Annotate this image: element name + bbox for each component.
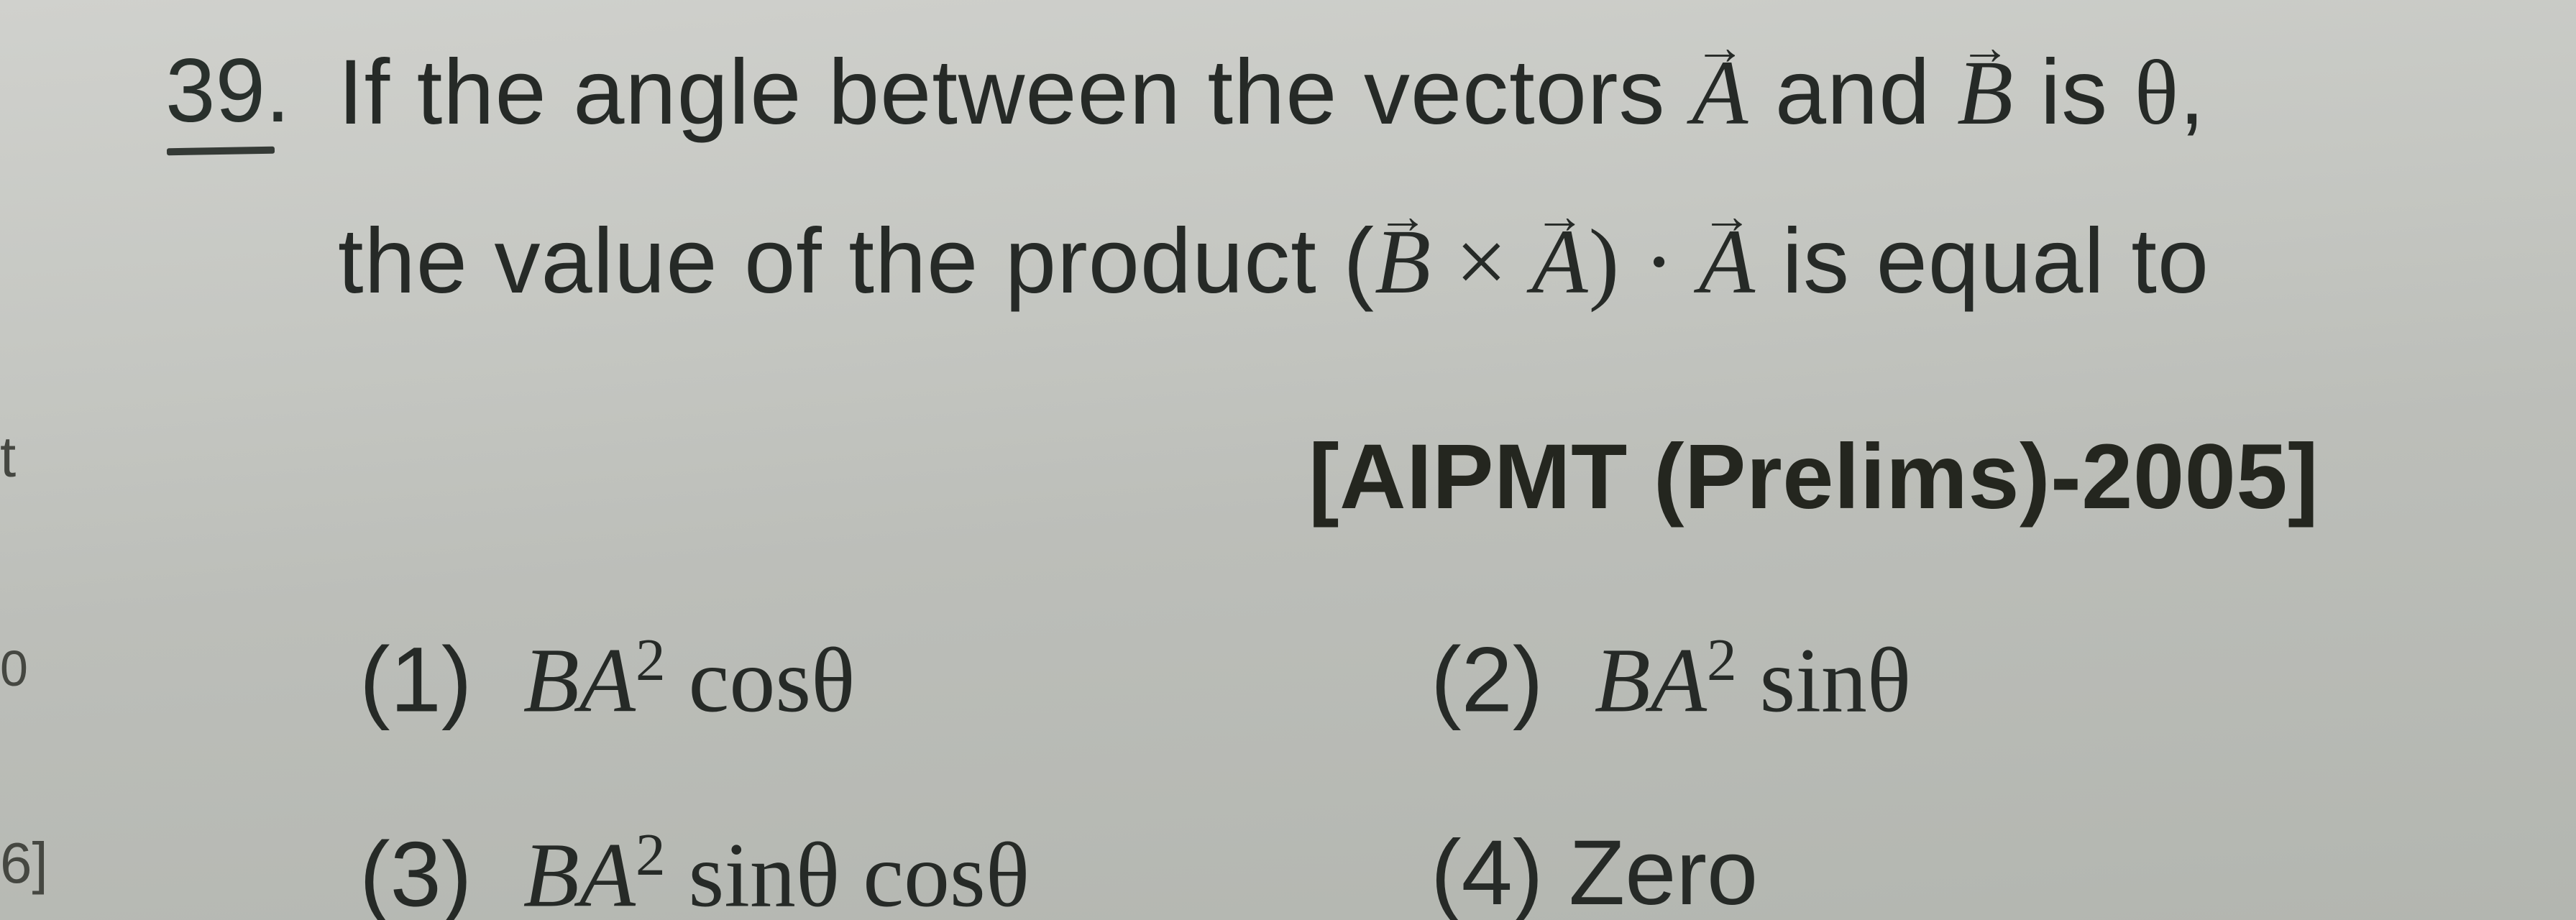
question-number-underline	[167, 147, 275, 156]
option-2-num: (2)	[1431, 629, 1543, 732]
option-2-trig: sinθ	[1737, 630, 1912, 732]
cross-symbol: ×	[1431, 211, 1531, 313]
options-row-1: (1) BA2 cosθ (2) BA2 sinθ	[359, 625, 2516, 734]
question-line-1: If the angle between the vectors →A and …	[338, 40, 2206, 146]
vector-arrow-icon: →	[1531, 188, 1588, 246]
option-1-A: A	[579, 630, 636, 732]
q-l1-mid: and	[1775, 41, 1957, 144]
option-1: (1) BA2 cosθ	[359, 625, 1431, 734]
option-3-sq: 2	[636, 822, 666, 888]
vector-B: →B	[1957, 40, 2014, 146]
option-3-num: (3)	[359, 823, 472, 920]
question-number-value: 39	[165, 41, 265, 141]
option-1-B: B	[523, 630, 579, 732]
margin-mark-6b: 6]	[0, 830, 48, 896]
option-2: (2) BA2 sinθ	[1431, 625, 1911, 734]
question-number-dot: .	[265, 41, 290, 141]
options: (1) BA2 cosθ (2) BA2 sinθ (3) BA2 sinθ c…	[359, 625, 2516, 920]
option-1-num: (1)	[359, 629, 472, 732]
vector-A-3: →A	[1699, 209, 1756, 315]
page: t 0 6] 39. If the angle between the vect…	[0, 0, 2576, 920]
option-3-B: B	[523, 824, 579, 920]
q-l1-pre: If the angle between the vectors	[338, 41, 1692, 144]
vector-B-2: →B	[1375, 209, 1431, 315]
vector-A: →A	[1692, 40, 1748, 146]
option-3-trig: sinθ cosθ	[666, 824, 1030, 920]
theta-symbol: θ	[2135, 42, 2179, 144]
option-2-sq: 2	[1707, 627, 1737, 693]
option-4: (4) Zero	[1431, 820, 1758, 920]
vector-arrow-icon: →	[1692, 19, 1748, 77]
option-4-text: Zero	[1543, 822, 1758, 920]
options-row-2: (3) BA2 sinθ cosθ (4) Zero	[359, 820, 2516, 920]
option-1-sq: 2	[636, 627, 666, 693]
vector-arrow-icon: →	[1957, 19, 2014, 77]
option-2-A: A	[1651, 630, 1707, 732]
option-1-trig: cosθ	[666, 630, 856, 732]
question-line-2: the value of the product (→B × →A) · →A …	[338, 208, 2209, 315]
paren-close-dot: ) ·	[1589, 211, 1699, 313]
vector-arrow-icon: →	[1699, 188, 1756, 246]
q-l2-post: is equal to	[1782, 210, 2210, 313]
q-l1-end: ,	[2179, 41, 2206, 144]
vector-A-2: →A	[1531, 209, 1588, 315]
q-l1-post1: is	[2040, 41, 2135, 144]
q-l2-pre: the value of the product (	[338, 210, 1375, 313]
option-3-A: A	[579, 824, 636, 920]
exam-source: [AIPMT (Prelims)-2005]	[1308, 424, 2319, 530]
option-3: (3) BA2 sinθ cosθ	[359, 820, 1431, 920]
question-number: 39.	[165, 40, 290, 142]
margin-mark-0: 0	[0, 640, 28, 697]
vector-arrow-icon: →	[1375, 188, 1431, 246]
margin-mark-t: t	[0, 424, 16, 490]
option-2-B: B	[1595, 630, 1651, 732]
option-4-num: (4)	[1431, 822, 1543, 920]
